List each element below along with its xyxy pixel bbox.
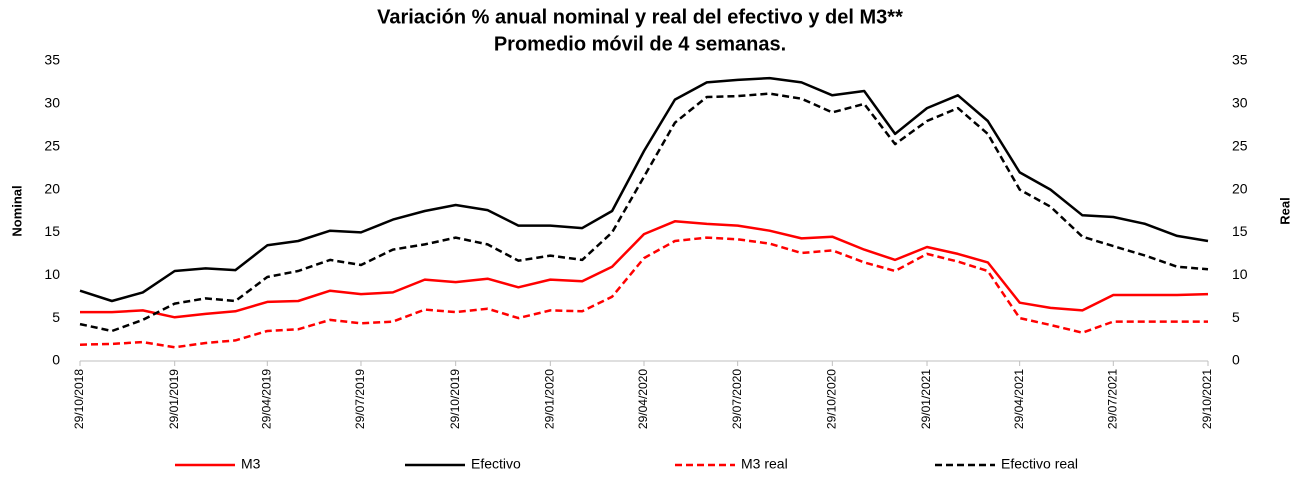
series-line xyxy=(79,236,1208,349)
y-tick-label: 30 xyxy=(44,95,60,111)
y2-tick-label: 0 xyxy=(1232,352,1240,368)
x-tick-label: 29/07/2019 xyxy=(353,369,367,429)
x-tick-label: 29/01/2021 xyxy=(919,369,933,429)
x-tick-label: 29/07/2020 xyxy=(730,369,744,429)
series-line xyxy=(80,220,1209,319)
y2-tick-label: 30 xyxy=(1232,95,1248,111)
x-tick-label: 29/04/2019 xyxy=(259,369,273,429)
chart-title: Variación % anual nominal y real del efe… xyxy=(377,6,903,28)
y2-tick-label: 15 xyxy=(1232,223,1248,239)
y2-tick-label: 25 xyxy=(1232,137,1248,153)
x-tick-label: 29/01/2020 xyxy=(543,369,557,429)
x-tick-label: 29/07/2021 xyxy=(1105,369,1119,429)
y2-tick-label: 35 xyxy=(1232,52,1248,68)
x-tick-label: 29/04/2020 xyxy=(636,369,650,429)
y-tick-label: 20 xyxy=(44,180,60,196)
y-tick-label: 0 xyxy=(52,352,60,368)
legend-label: Efectivo real xyxy=(1001,456,1078,472)
y2-tick-label: 5 xyxy=(1232,309,1240,325)
x-tick-label: 29/10/2018 xyxy=(72,369,86,429)
legend-label: Efectivo xyxy=(471,456,521,472)
x-tick-label: 29/01/2019 xyxy=(167,369,181,429)
x-tick-label: 29/10/2021 xyxy=(1200,369,1214,429)
y-tick-label: 15 xyxy=(44,223,60,239)
y2-tick-label: 10 xyxy=(1232,266,1248,282)
y-axis-label: Nominal xyxy=(9,185,24,236)
series-line xyxy=(79,92,1209,333)
x-tick-label: 29/04/2021 xyxy=(1012,369,1026,429)
legend-label: M3 xyxy=(241,456,261,472)
y-tick-label: 25 xyxy=(44,137,60,153)
y-tick-label: 5 xyxy=(52,309,60,325)
y2-axis-label: Real xyxy=(1277,197,1292,224)
x-tick-label: 29/10/2019 xyxy=(448,369,462,429)
legend-label: M3 real xyxy=(741,456,788,472)
series-line xyxy=(79,76,1209,303)
y-tick-label: 35 xyxy=(44,52,60,68)
chart-subtitle: Promedio móvil de 4 semanas. xyxy=(494,33,786,55)
y2-tick-label: 20 xyxy=(1232,180,1248,196)
y-tick-label: 10 xyxy=(44,266,60,282)
x-tick-label: 29/10/2020 xyxy=(825,369,839,429)
